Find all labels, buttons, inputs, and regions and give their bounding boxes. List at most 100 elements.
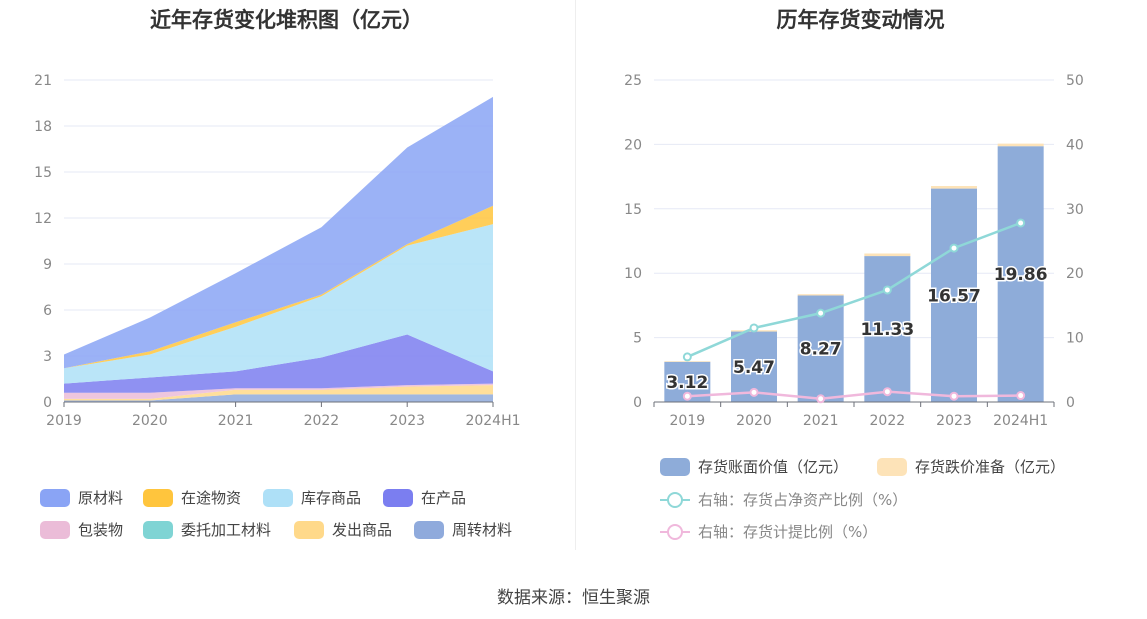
right-y2-tick-label: 10 <box>1066 331 1084 347</box>
left-y-tick-label: 21 <box>34 73 52 89</box>
legend-item-存货账面价值（亿元）[interactable]: 存货账面价值（亿元） <box>660 456 848 477</box>
legend-swatch <box>660 491 690 509</box>
left-y-tick-label: 12 <box>34 211 52 227</box>
left-x-tick-label: 2021 <box>218 413 254 429</box>
area-包装物 <box>64 383 493 399</box>
line-右轴：存货占净资产比例（%） <box>686 221 1022 359</box>
left-y-tick-label: 9 <box>43 257 52 273</box>
bar-存货账面价值（亿元） <box>997 146 1044 402</box>
legend-item-在途物资[interactable]: 在途物资 <box>143 487 241 508</box>
right-x-tick-label: 2023 <box>936 413 972 429</box>
right-y-tick-label: 25 <box>624 73 642 89</box>
line-右轴：存货计提比例（%） <box>687 390 1021 401</box>
legend-item-原材料[interactable]: 原材料 <box>40 487 123 508</box>
left-y-tick-label: 3 <box>43 349 52 365</box>
right-x-tick-label: 2021 <box>803 413 839 429</box>
legend-item-存货跌价准备（亿元）[interactable]: 存货跌价准备（亿元） <box>877 456 1065 477</box>
right-x-tick-label: 2020 <box>736 413 772 429</box>
right-y-tick-label: 20 <box>624 137 642 153</box>
legend-label: 右轴：存货计提比例（%） <box>698 523 878 541</box>
legend-label: 周转材料 <box>452 521 513 539</box>
legend-label: 存货账面价值（亿元） <box>698 458 849 476</box>
right-chart-title: 历年存货变动情况 <box>776 8 945 32</box>
right-y-tick-label: 15 <box>624 202 642 218</box>
point-右轴：存货占净资产比例（%） <box>749 323 759 333</box>
left-x-tick-label: 2020 <box>132 413 168 429</box>
bar-存货跌价准备（亿元） <box>931 186 977 189</box>
legend-item-右轴：存货计提比例（%）[interactable]: 右轴：存货计提比例（%） <box>660 521 877 542</box>
legend-swatch <box>383 488 413 507</box>
point-右轴：存货计提比例（%） <box>749 387 759 397</box>
point-右轴：存货计提比例（%） <box>1016 391 1026 401</box>
area-在产品 <box>64 334 493 393</box>
right-y-tick-label: 0 <box>633 395 642 411</box>
bar-value-label: 11.33 <box>860 320 914 340</box>
legend-swatch <box>263 488 293 507</box>
bar-value-label: 3.12 <box>666 373 708 393</box>
point-右轴：存货占净资产比例（%） <box>1016 218 1026 228</box>
area-周转材料 <box>64 394 493 402</box>
right-y2-tick-label: 40 <box>1066 137 1084 153</box>
legend-swatch <box>40 488 70 507</box>
left-chart-title: 近年存货变化堆积图（亿元） <box>150 8 423 32</box>
legend-swatch <box>143 488 173 507</box>
legend-item-右轴：存货占净资产比例（%）[interactable]: 右轴：存货占净资产比例（%） <box>660 489 907 510</box>
point-右轴：存货计提比例（%） <box>949 391 959 401</box>
left-x-tick-label: 2023 <box>389 413 425 429</box>
bar-value-label: 5.47 <box>733 358 775 378</box>
bar-value-label: 8.27 <box>800 340 842 360</box>
legend-label: 在产品 <box>421 489 467 507</box>
bar-value-label: 16.57 <box>927 286 981 306</box>
legend-item-库存商品[interactable]: 库存商品 <box>263 487 361 508</box>
left-y-tick-label: 6 <box>43 303 52 319</box>
legend-label: 发出商品 <box>332 521 393 539</box>
right-y2-tick-label: 0 <box>1066 395 1075 411</box>
point-右轴：存货计提比例（%） <box>816 394 826 404</box>
right-x-tick-label: 2022 <box>870 413 906 429</box>
legend-item-发出商品[interactable]: 发出商品 <box>294 519 392 540</box>
point-右轴：存货计提比例（%） <box>882 387 892 397</box>
area-发出商品 <box>64 385 493 401</box>
point-右轴：存货计提比例（%） <box>682 391 692 401</box>
legend-swatch <box>414 520 444 539</box>
right-y2-tick-label: 20 <box>1066 266 1084 282</box>
bar-存货跌价准备（亿元） <box>864 253 911 257</box>
right-y2-tick-label: 50 <box>1066 73 1084 89</box>
left-x-tick-label: 2022 <box>304 413 340 429</box>
left-x-tick-label: 2019 <box>46 413 82 429</box>
legend-label: 右轴：存货占净资产比例（%） <box>698 491 908 509</box>
right-y-tick-label: 5 <box>633 331 642 347</box>
legend-swatch <box>877 457 907 476</box>
panel-divider <box>575 0 576 550</box>
bar-存货账面价值（亿元） <box>931 188 977 402</box>
point-右轴：存货占净资产比例（%） <box>816 308 826 318</box>
bar-value-label: 19.86 <box>994 265 1048 285</box>
legend-swatch <box>143 520 173 539</box>
bar-存货跌价准备（亿元） <box>797 294 844 296</box>
right-y-tick-label: 10 <box>624 266 642 282</box>
legend-label: 库存商品 <box>301 489 362 507</box>
legend-label: 包装物 <box>78 521 124 539</box>
right-x-tick-label: 2019 <box>670 413 706 429</box>
right-x-tick-label: 2024H1 <box>993 413 1048 429</box>
data-source: 数据来源：恒生聚源 <box>497 588 650 608</box>
legend-label: 存货跌价准备（亿元） <box>915 458 1066 476</box>
legend-label: 原材料 <box>78 489 124 507</box>
legend-item-周转材料[interactable]: 周转材料 <box>414 519 512 540</box>
area-库存商品 <box>64 224 493 384</box>
left-y-tick-label: 15 <box>34 165 52 181</box>
legend-item-委托加工材料[interactable]: 委托加工材料 <box>143 519 271 540</box>
bar-存货跌价准备（亿元） <box>664 361 711 362</box>
legend-swatch <box>294 520 324 539</box>
left-x-tick-label: 2024H1 <box>465 413 520 429</box>
point-右轴：存货占净资产比例（%） <box>949 243 959 253</box>
legend-label: 委托加工材料 <box>181 521 272 539</box>
legend-swatch <box>40 520 70 539</box>
area-原材料 <box>64 96 493 369</box>
legend-item-在产品[interactable]: 在产品 <box>383 487 466 508</box>
left-y-tick-label: 18 <box>34 119 52 135</box>
legend-swatch <box>660 457 690 476</box>
legend-label: 在途物资 <box>181 489 242 507</box>
legend-item-包装物[interactable]: 包装物 <box>40 519 123 540</box>
